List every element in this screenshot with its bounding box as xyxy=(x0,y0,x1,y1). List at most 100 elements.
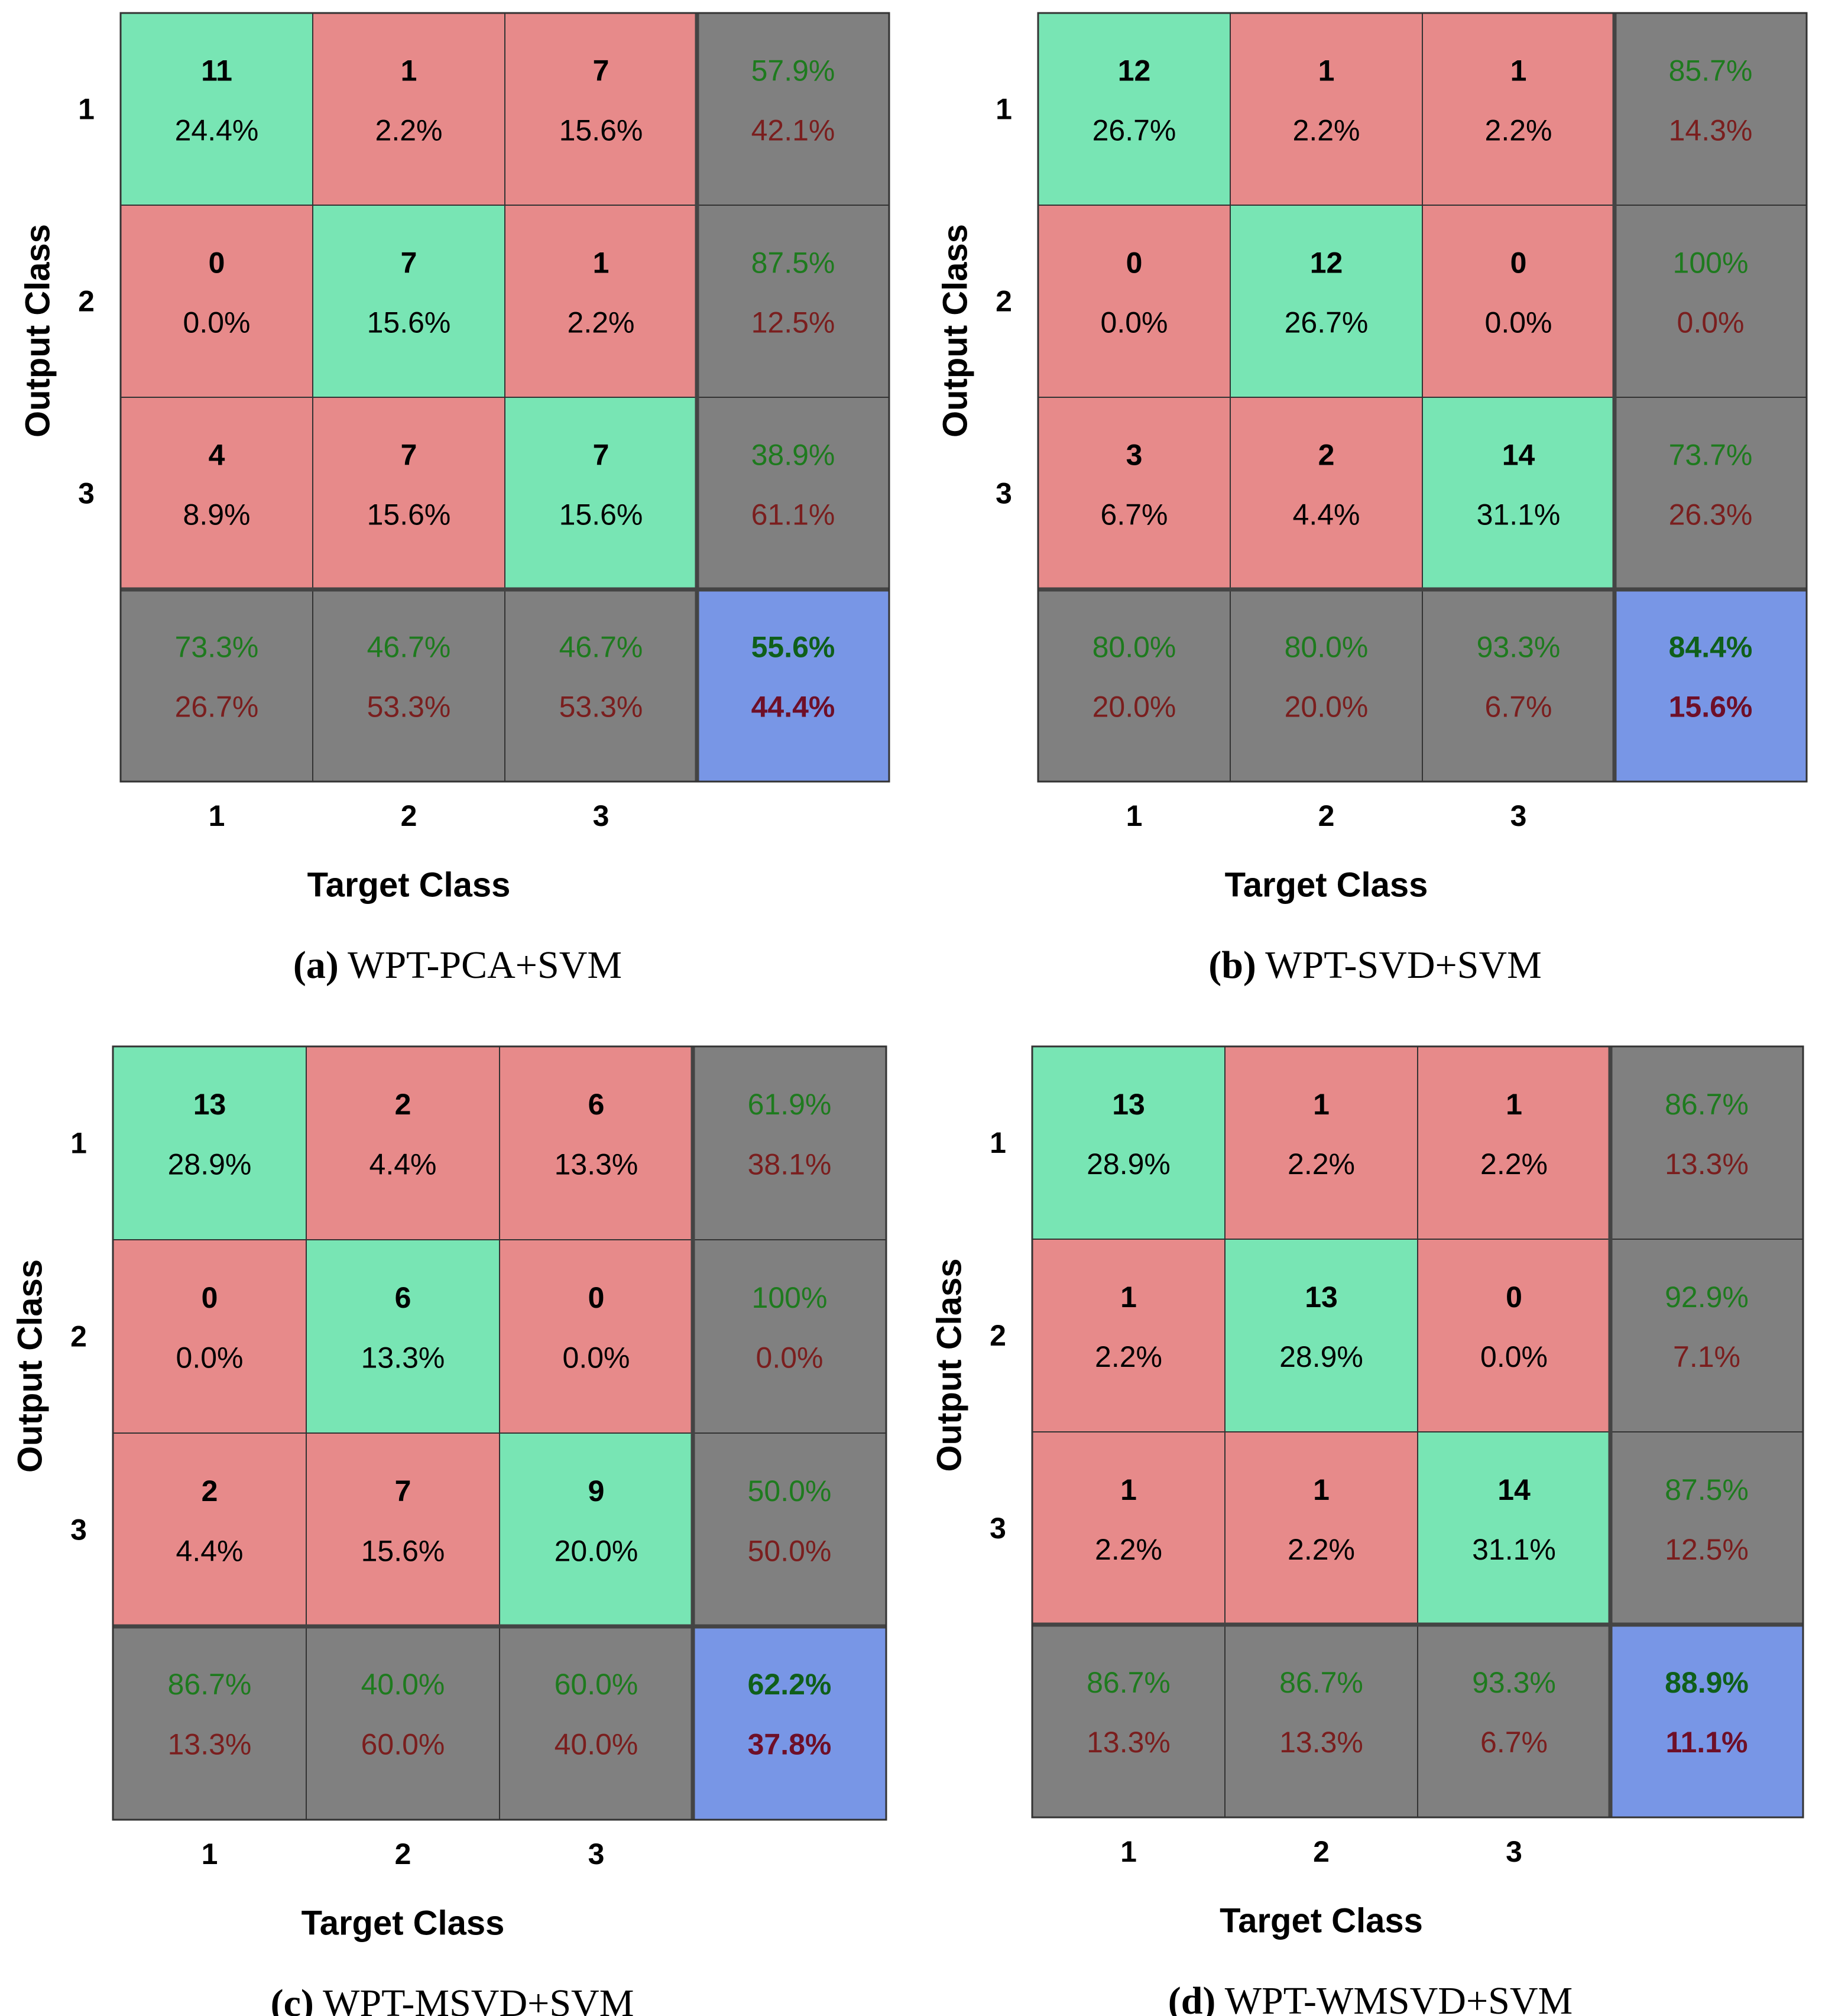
misclassified-cell xyxy=(1230,12,1423,206)
x-tick-label: 1 xyxy=(1120,1835,1137,1868)
x-tick-label: 2 xyxy=(395,1837,411,1871)
column-summary-cell xyxy=(504,589,698,782)
count-label: 12 xyxy=(1310,247,1343,280)
count-label: 7 xyxy=(401,247,417,280)
confusion-matrix-panel: 1226.7%12.2%12.2%85.7%14.3%00.0%1226.7%0… xyxy=(936,12,1808,987)
error-label: 11.1% xyxy=(1665,1726,1748,1759)
correct-cell xyxy=(499,1432,693,1627)
panel-label: (d) xyxy=(1168,1979,1216,2016)
error-label: 53.3% xyxy=(367,690,451,723)
count-label: 3 xyxy=(1126,439,1143,472)
count-label: 11 xyxy=(201,54,232,87)
x-tick-label: 3 xyxy=(588,1837,605,1871)
y-tick-label: 2 xyxy=(996,285,1012,318)
x-tick-label: 2 xyxy=(401,799,417,832)
row-summary-cell xyxy=(1614,205,1807,398)
error-label: 60.0% xyxy=(361,1727,445,1761)
error-label: 42.1% xyxy=(751,114,835,147)
misclassified-cell xyxy=(112,1432,307,1627)
column-summary-cell xyxy=(1230,589,1423,782)
accuracy-label: 86.7% xyxy=(1665,1088,1749,1121)
count-label: 0 xyxy=(202,1281,218,1314)
accuracy-label: 73.3% xyxy=(175,631,259,664)
overall-accuracy-cell xyxy=(1610,1624,1804,1818)
y-tick-label: 3 xyxy=(70,1513,87,1547)
column-summary-cell xyxy=(499,1626,693,1820)
row-summary-cell xyxy=(692,1432,887,1627)
panel-caption: (a) WPT-PCA+SVM xyxy=(293,944,622,987)
percent-label: 4.4% xyxy=(176,1534,244,1567)
column-summary-cell xyxy=(312,589,505,782)
row-summary-cell xyxy=(1610,1239,1804,1432)
y-tick-label: 3 xyxy=(990,1512,1006,1545)
error-label: 61.1% xyxy=(751,498,835,531)
panel-label: (c) xyxy=(271,1982,314,2016)
confusion-matrix-panel: 1328.9%24.4%613.3%61.9%38.1%00.0%613.3%0… xyxy=(11,1045,887,2016)
error-label: 14.3% xyxy=(1669,114,1753,147)
count-label: 1 xyxy=(401,54,417,87)
percent-label: 0.0% xyxy=(563,1341,630,1374)
percent-label: 0.0% xyxy=(1480,1340,1548,1373)
count-label: 12 xyxy=(1118,54,1151,87)
correct-cell xyxy=(112,1046,307,1240)
percent-label: 4.4% xyxy=(369,1148,437,1181)
correct-cell xyxy=(1038,12,1231,206)
count-label: 2 xyxy=(1318,439,1335,472)
percent-label: 26.7% xyxy=(1285,306,1369,339)
matrix-border xyxy=(112,1045,887,1821)
count-label: 2 xyxy=(202,1474,218,1508)
y-tick-label: 2 xyxy=(78,285,95,318)
percent-label: 28.9% xyxy=(1087,1148,1171,1181)
percent-label: 28.9% xyxy=(1279,1340,1363,1373)
accuracy-label: 60.0% xyxy=(555,1668,638,1701)
matrix-border xyxy=(1037,12,1808,783)
accuracy-label: 93.3% xyxy=(1472,1666,1556,1699)
error-label: 13.3% xyxy=(1279,1726,1363,1759)
matrix-border xyxy=(1031,1045,1804,1819)
x-tick-label: 2 xyxy=(1318,799,1335,832)
error-label: 53.3% xyxy=(559,690,643,723)
count-label: 0 xyxy=(1506,1281,1522,1314)
accuracy-label: 86.7% xyxy=(1279,1666,1363,1699)
misclassified-cell xyxy=(1230,397,1423,590)
y-tick-label: 1 xyxy=(78,93,95,126)
error-label: 50.0% xyxy=(748,1534,832,1567)
percent-label: 2.2% xyxy=(568,306,635,339)
accuracy-label: 46.7% xyxy=(367,631,451,664)
count-label: 4 xyxy=(209,439,225,472)
count-label: 1 xyxy=(1313,1473,1330,1506)
row-summary-cell xyxy=(696,12,890,206)
count-label: 7 xyxy=(593,439,610,472)
percent-label: 2.2% xyxy=(1293,114,1360,147)
misclassified-cell xyxy=(1032,1239,1226,1432)
error-label: 13.3% xyxy=(1087,1726,1171,1759)
y-tick-label: 2 xyxy=(70,1320,87,1353)
misclassified-cell xyxy=(1224,1046,1418,1240)
accuracy-label: 92.9% xyxy=(1665,1281,1749,1314)
accuracy-label: 86.7% xyxy=(1087,1666,1171,1699)
error-label: 0.0% xyxy=(756,1341,824,1374)
percent-label: 2.2% xyxy=(1480,1148,1548,1181)
error-label: 6.7% xyxy=(1485,690,1552,723)
row-summary-cell xyxy=(1610,1431,1804,1625)
matrix-border xyxy=(119,12,890,783)
percent-label: 26.7% xyxy=(1092,114,1176,147)
misclassified-cell xyxy=(1224,1431,1418,1625)
y-tick-label: 3 xyxy=(996,477,1012,510)
percent-label: 31.1% xyxy=(1477,498,1561,531)
percent-label: 15.6% xyxy=(361,1534,445,1567)
accuracy-label: 80.0% xyxy=(1285,631,1369,664)
panel-label: (a) xyxy=(293,944,339,987)
misclassified-cell xyxy=(1422,205,1615,398)
count-label: 1 xyxy=(1120,1473,1137,1506)
count-label: 0 xyxy=(209,247,225,280)
error-label: 15.6% xyxy=(1669,690,1753,723)
row-summary-cell xyxy=(692,1046,887,1240)
panel-caption-text: WPT-WMSVD+SVM xyxy=(1215,1979,1573,2016)
x-tick-label: 1 xyxy=(1126,799,1143,832)
x-tick-label: 3 xyxy=(1510,799,1527,832)
count-label: 1 xyxy=(1313,1088,1330,1121)
error-label: 38.1% xyxy=(748,1148,832,1181)
x-axis-label: Target Class xyxy=(301,1904,505,1943)
misclassified-cell xyxy=(1417,1239,1611,1432)
